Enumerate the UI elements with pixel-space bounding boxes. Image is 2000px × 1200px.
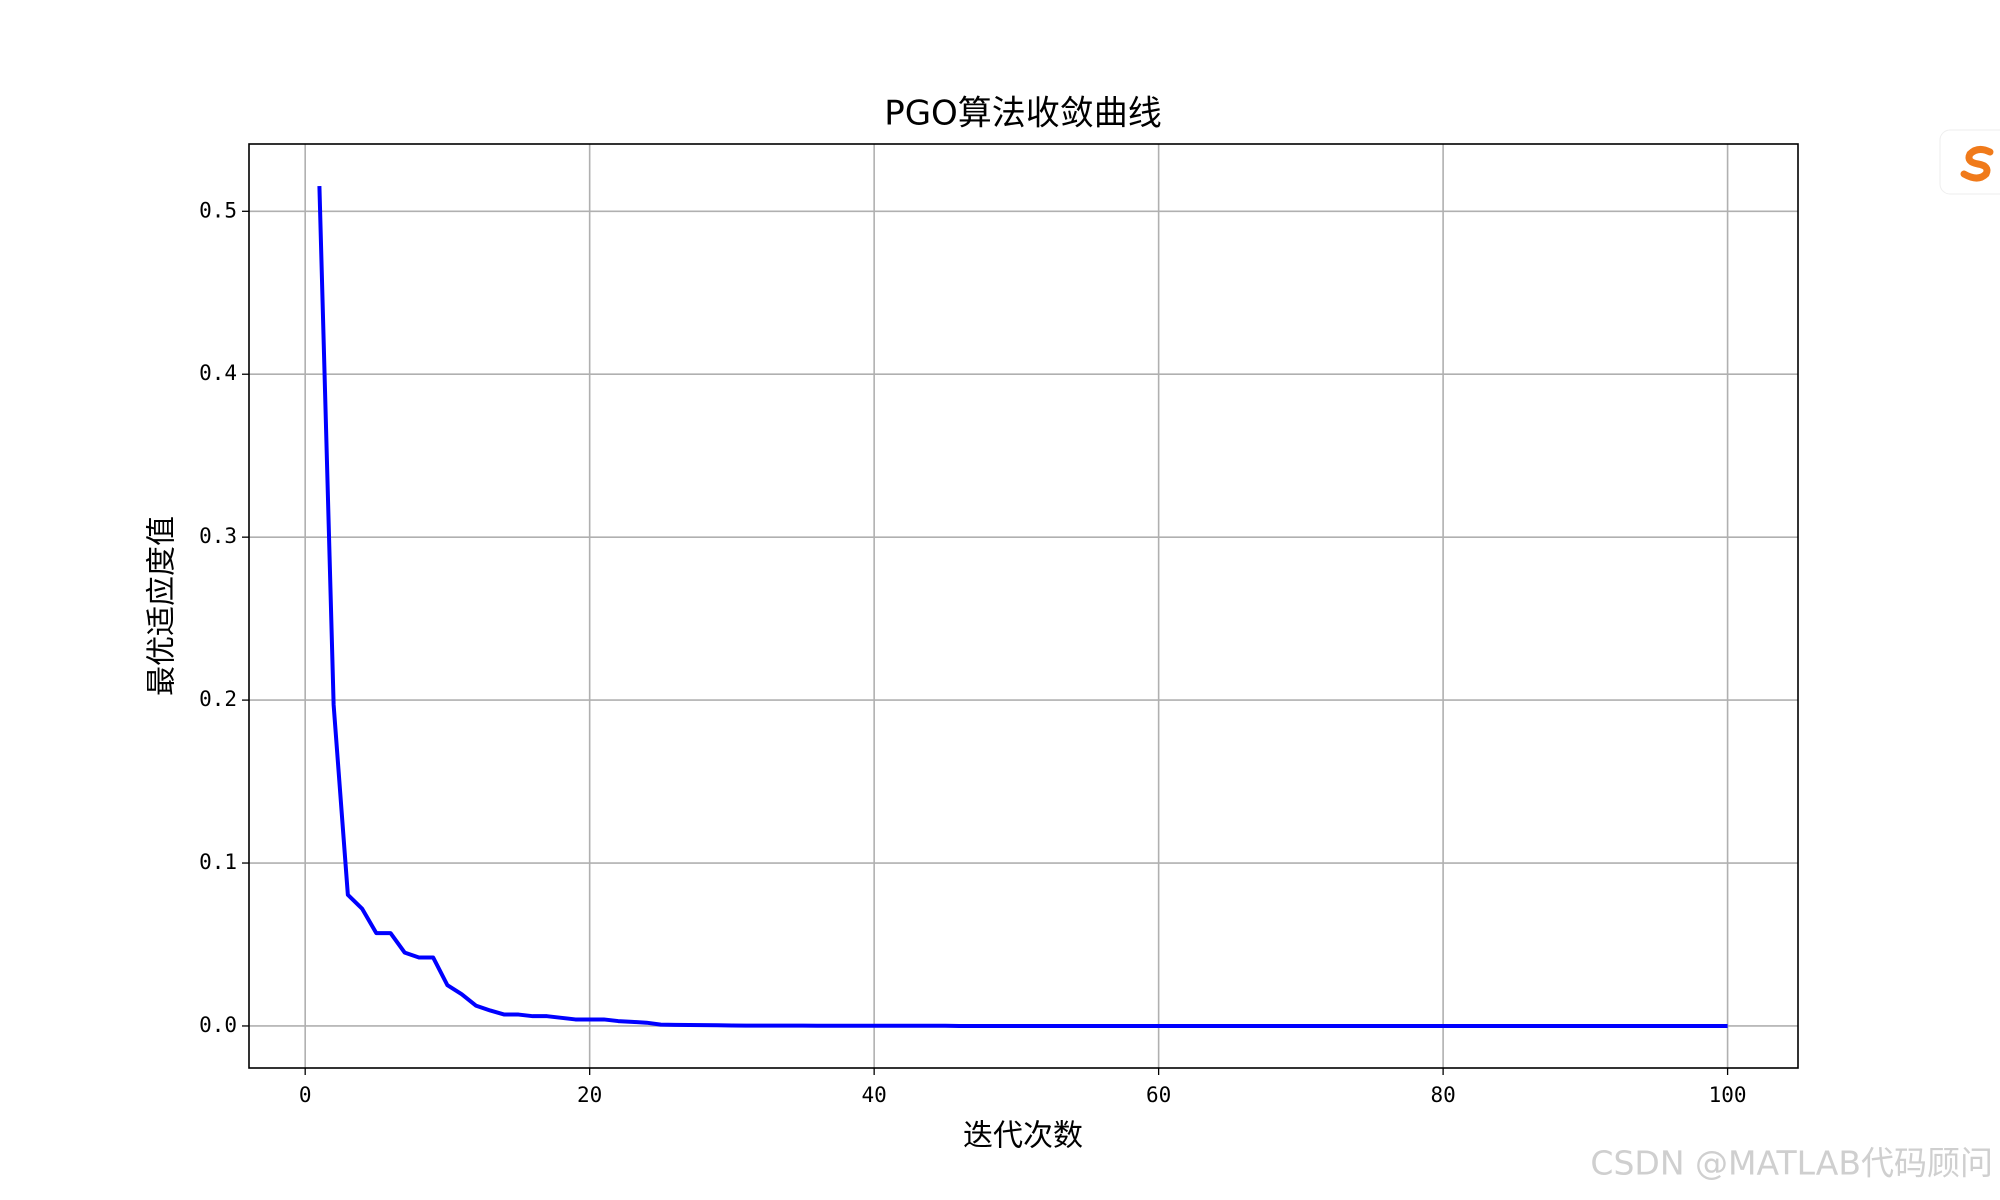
- x-tick-label: 100: [1709, 1083, 1747, 1107]
- x-tick-label: 40: [861, 1083, 886, 1107]
- y-tick-label: 0.3: [199, 524, 237, 548]
- badge-icon: [1960, 145, 1994, 182]
- y-tick-label: 0.2: [199, 687, 237, 711]
- x-tick-label: 0: [299, 1083, 312, 1107]
- plot-frame: [248, 143, 1799, 1069]
- y-tick-label: 0.0: [199, 1013, 237, 1037]
- x-tick-label: 80: [1430, 1083, 1455, 1107]
- y-tick-label: 0.4: [199, 361, 237, 385]
- x-tick-label: 60: [1146, 1083, 1171, 1107]
- data-line: [317, 185, 1728, 1028]
- x-axis-label: 迭代次数: [963, 1119, 1083, 1154]
- y-tick-label: 0.1: [199, 850, 237, 874]
- side-badge[interactable]: [1939, 129, 2000, 195]
- chart-title: PGO算法收敛曲线: [884, 94, 1162, 134]
- y-tick-label: 0.5: [199, 198, 237, 222]
- x-tick-label: 20: [577, 1083, 602, 1107]
- y-axis-label: 最优适应度值: [145, 516, 180, 696]
- watermark: CSDN @MATLAB代码顾问: [1590, 1144, 1993, 1183]
